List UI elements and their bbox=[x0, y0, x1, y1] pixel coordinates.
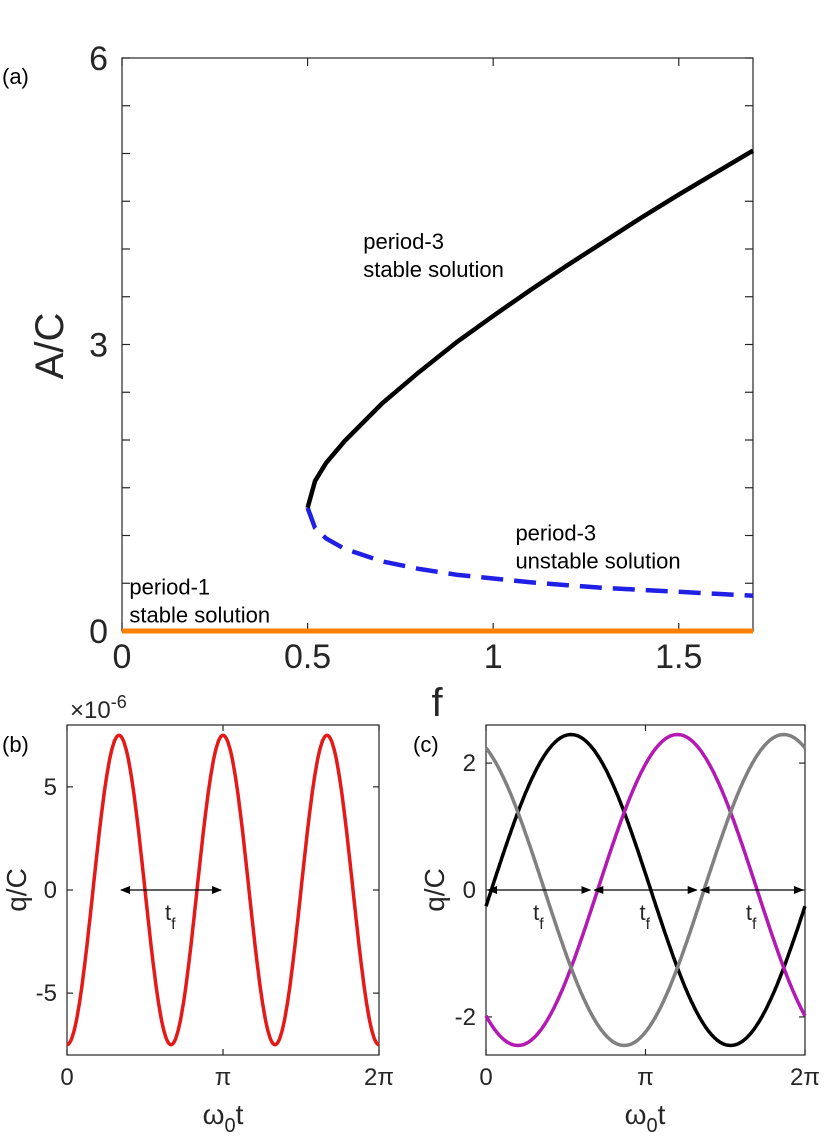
panel-c-xtick-label-2: 2π bbox=[790, 1064, 820, 1091]
panel-a-series-0 bbox=[305, 148, 755, 509]
panel-c-xlabel-sub: 0 bbox=[646, 1115, 657, 1137]
panel-b-xlabel-tail: t bbox=[236, 1099, 244, 1130]
panel-c-tf-label-main: t bbox=[746, 900, 752, 925]
panel-a-axes-box bbox=[121, 57, 754, 632]
panel-b-markers: tf bbox=[119, 886, 223, 933]
panel-b-ytick-label-1: 0 bbox=[44, 877, 57, 904]
panel-b-exponent-power: -6 bbox=[111, 692, 127, 712]
panel-b-exponent-base: ×10 bbox=[70, 697, 111, 724]
panel-c-tf-label-2: tf bbox=[746, 900, 757, 933]
panel-c-series-0 bbox=[484, 732, 807, 1048]
panel-b-xtick-label-2: 2π bbox=[364, 1064, 394, 1091]
panel-c-tf-label-1: tf bbox=[639, 900, 650, 933]
panel-c-ylabel: q/C bbox=[419, 868, 450, 912]
panel-c-ytick-label-2: -2 bbox=[455, 1004, 476, 1031]
panel-b-ytick-label-2: -5 bbox=[36, 980, 57, 1007]
panel-a-ytick-label-2: 6 bbox=[89, 40, 108, 78]
panel-b-series bbox=[66, 733, 380, 1047]
panel-b-ticks: 0 π 2π 5 0 -5 bbox=[36, 725, 394, 1091]
panel-b-ylabel: q/C bbox=[1, 868, 32, 912]
panel-a-annotation-line: stable solution bbox=[363, 257, 504, 282]
panel-a-ytick-label-0: 0 bbox=[89, 613, 108, 651]
panel-c-tf-label-main: t bbox=[639, 900, 645, 925]
panel-a-annotation-line: period-3 bbox=[363, 229, 444, 254]
panel-a-annotation-1: period-3 unstable solution bbox=[515, 520, 680, 573]
panel-b-xlabel-main: ω bbox=[203, 1099, 225, 1130]
panel-a-annotation-line: period-3 bbox=[515, 520, 596, 545]
panel-a-label: (a) bbox=[2, 64, 29, 89]
panel-c-tf-label-sub: f bbox=[646, 916, 651, 933]
panel-a-annotation-line: stable solution bbox=[129, 603, 270, 628]
panel-a-xtick-label-2: 1 bbox=[484, 638, 503, 676]
panel-a-annotation-line: unstable solution bbox=[515, 548, 680, 573]
panel-b-label: (b) bbox=[2, 732, 29, 757]
panel-c-tf-label-0: tf bbox=[533, 900, 544, 933]
panel-b-xlabel: ω0t bbox=[203, 1099, 244, 1137]
panel-a-xtick-label-3: 1.5 bbox=[655, 638, 702, 676]
panel-a-annotations: period-3 stable solution period-3 unstable … bbox=[129, 229, 680, 628]
panel-a-series bbox=[122, 148, 755, 634]
panel-a-ylabel: A/C bbox=[28, 313, 72, 380]
panel-c-xtick-label-1: π bbox=[637, 1064, 654, 1091]
panel-c-xlabel-tail: t bbox=[658, 1099, 666, 1130]
panel-c-series-2 bbox=[484, 732, 807, 1048]
panel-a-xlabel: f bbox=[431, 681, 443, 725]
panel-c-ticks: 0 π 2π 2 0 -2 bbox=[455, 725, 820, 1091]
panel-b-ytick-label-0: 5 bbox=[44, 774, 57, 801]
panel-b-tf-label-sub: f bbox=[171, 916, 176, 933]
panel-c-tf-label-sub: f bbox=[539, 916, 544, 933]
panel-b-xlabel-sub: 0 bbox=[224, 1115, 235, 1137]
panel-c-xtick-label-0: 0 bbox=[479, 1064, 492, 1091]
panel-c-tf-label-sub: f bbox=[752, 916, 757, 933]
panel-c-xlabel: ω0t bbox=[625, 1099, 666, 1137]
panel-c-tf-label-main: t bbox=[533, 900, 539, 925]
panel-b-xtick-label-0: 0 bbox=[60, 1064, 73, 1091]
panel-b-xtick-label-1: π bbox=[215, 1064, 232, 1091]
panel-c-ytick-label-1: 0 bbox=[463, 877, 476, 904]
panel-c-series bbox=[484, 732, 807, 1048]
panel-a-annotation-2: period-1 stable solution bbox=[129, 575, 270, 628]
panel-a-ytick-label-1: 3 bbox=[89, 327, 108, 365]
panel-c-xlabel-main: ω bbox=[625, 1099, 647, 1130]
panel-c-ytick-label-0: 2 bbox=[463, 750, 476, 777]
panel-a-xtick-label-1: 0.5 bbox=[284, 638, 331, 676]
panel-b-axes-box bbox=[66, 724, 380, 1056]
panel-b-tf-label-0: tf bbox=[165, 900, 176, 933]
panel-c-label: (c) bbox=[413, 732, 439, 757]
panel-a-annotation-0: period-3 stable solution bbox=[363, 229, 504, 282]
panel-b-tf-label-main: t bbox=[165, 900, 171, 925]
panel-a-series-1 bbox=[305, 507, 754, 598]
panel-b-exponent: ×10-6 bbox=[70, 692, 127, 724]
panel-c-series-1 bbox=[484, 732, 807, 1048]
panel-a-xtick-label-0: 0 bbox=[113, 638, 132, 676]
panel-b-series-0 bbox=[66, 733, 380, 1047]
panel-a-annotation-line: period-1 bbox=[129, 575, 210, 600]
panel-c-markers: tf tf tf bbox=[487, 886, 804, 933]
